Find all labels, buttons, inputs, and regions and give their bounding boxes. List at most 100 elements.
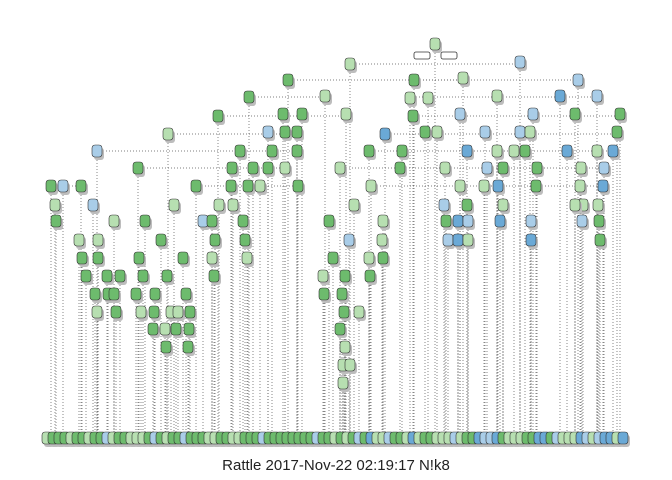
internal-node — [363, 251, 376, 267]
internal-node — [91, 305, 104, 321]
internal-node — [492, 179, 505, 195]
internal-node — [340, 107, 353, 123]
internal-node — [531, 161, 544, 177]
internal-node — [239, 233, 252, 249]
internal-node — [481, 161, 494, 177]
internal-node — [292, 179, 305, 195]
internal-node — [339, 269, 352, 285]
internal-node — [91, 144, 104, 160]
internal-node — [108, 214, 121, 230]
internal-node — [327, 251, 340, 267]
internal-node — [348, 198, 361, 214]
internal-node — [593, 214, 606, 230]
internal-node — [569, 107, 582, 123]
internal-node — [184, 305, 197, 321]
internal-node — [225, 179, 238, 195]
internal-node — [206, 251, 219, 267]
internal-node — [569, 198, 582, 214]
internal-node — [172, 305, 185, 321]
internal-node — [108, 287, 121, 303]
internal-node — [422, 91, 435, 107]
internal-node — [237, 214, 250, 230]
internal-node — [334, 161, 347, 177]
internal-node — [334, 322, 347, 338]
internal-node — [339, 340, 352, 356]
internal-node — [291, 125, 304, 141]
internal-node — [242, 179, 255, 195]
internal-node — [190, 179, 203, 195]
internal-node — [497, 161, 510, 177]
internal-node — [266, 144, 279, 160]
internal-node — [376, 233, 389, 249]
internal-node — [457, 71, 470, 87]
internal-node — [182, 340, 195, 356]
internal-node — [591, 144, 604, 160]
internal-node — [87, 198, 100, 214]
internal-node — [337, 376, 350, 392]
internal-node — [159, 322, 172, 338]
internal-node — [226, 161, 239, 177]
internal-node — [132, 161, 145, 177]
internal-node — [277, 107, 290, 123]
internal-node — [514, 125, 527, 141]
internal-node — [76, 251, 89, 267]
internal-node — [45, 179, 58, 195]
internal-node — [479, 125, 492, 141]
internal-node — [92, 251, 105, 267]
internal-node — [491, 144, 504, 160]
internal-node — [168, 198, 181, 214]
leaf-node — [617, 431, 630, 447]
internal-node — [575, 161, 588, 177]
internal-node — [594, 233, 607, 249]
internal-node — [317, 269, 330, 285]
internal-node — [508, 144, 521, 160]
internal-node — [50, 214, 63, 230]
internal-node — [394, 161, 407, 177]
internal-node — [404, 91, 417, 107]
internal-node — [208, 269, 221, 285]
internal-node — [364, 269, 377, 285]
internal-node — [101, 269, 114, 285]
internal-node — [135, 305, 148, 321]
internal-node — [227, 198, 240, 214]
internal-node — [323, 214, 336, 230]
internal-node — [80, 269, 93, 285]
internal-node — [180, 287, 193, 303]
root-node — [429, 37, 442, 53]
plot-caption: Rattle 2017-Nov-22 02:19:17 N!k8 — [222, 457, 450, 474]
internal-node — [148, 305, 161, 321]
internal-node — [491, 89, 504, 105]
internal-node — [155, 233, 168, 249]
internal-node — [243, 90, 256, 106]
internal-node — [377, 214, 390, 230]
internal-node — [344, 358, 357, 374]
root-split-marks — [413, 51, 458, 60]
internal-node — [75, 179, 88, 195]
internal-node — [408, 73, 421, 89]
internal-node — [319, 89, 332, 105]
internal-node — [353, 305, 366, 321]
internal-node — [574, 179, 587, 195]
internal-node — [598, 161, 611, 177]
internal-node — [170, 322, 183, 338]
internal-node — [73, 233, 86, 249]
internal-node — [139, 214, 152, 230]
internal-node — [591, 89, 604, 105]
internal-node — [396, 144, 409, 160]
root-split-box — [413, 51, 431, 60]
internal-node — [519, 144, 532, 160]
internal-node — [89, 287, 102, 303]
internal-node — [234, 144, 247, 160]
internal-node — [439, 161, 452, 177]
internal-node — [592, 198, 605, 214]
internal-node — [419, 125, 432, 141]
internal-node — [183, 322, 196, 338]
internal-node — [49, 198, 62, 214]
internal-node — [291, 144, 304, 160]
internal-node — [318, 287, 331, 303]
internal-node — [576, 214, 589, 230]
internal-node — [597, 179, 610, 195]
internal-node — [241, 251, 254, 267]
internal-node — [247, 161, 260, 177]
